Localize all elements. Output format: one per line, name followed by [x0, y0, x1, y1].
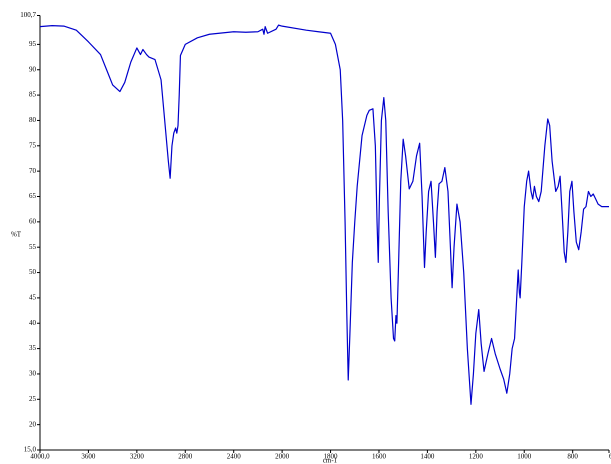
- y-tick-label: 35: [29, 344, 37, 352]
- x-tick-label: 2400: [227, 453, 242, 461]
- y-axis-label: %T: [11, 231, 22, 239]
- x-tick-label: 650: [609, 453, 611, 461]
- x-tick-label: 1000: [517, 453, 532, 461]
- x-tick-label: 2000: [275, 453, 290, 461]
- y-tick-label: 15,0: [24, 446, 37, 454]
- y-tick-label: 80: [29, 116, 37, 124]
- y-tick-label: 95: [29, 40, 37, 48]
- x-tick-label: 4000,0: [30, 453, 50, 461]
- x-tick-label: 2800: [178, 453, 193, 461]
- y-tick-label: 75: [29, 141, 37, 149]
- y-tick-label: 70: [29, 167, 37, 175]
- x-tick-label: 3200: [130, 453, 145, 461]
- y-tick-label: 20: [29, 420, 37, 428]
- y-tick-label: 65: [29, 192, 37, 200]
- y-tick-label: 25: [29, 395, 37, 403]
- y-tick-label: 45: [29, 294, 37, 302]
- y-tick-label: 40: [29, 319, 37, 327]
- x-tick-label: 1600: [372, 453, 387, 461]
- spectrum-line: [39, 24, 609, 405]
- y-tick-label: 60: [29, 217, 37, 225]
- y-tick-label: 30: [29, 370, 37, 378]
- x-axis-label: cm-1: [323, 457, 338, 464]
- x-tick-label: 1200: [469, 453, 484, 461]
- y-tick-label: 55: [29, 243, 37, 251]
- x-tick-label: 3600: [81, 453, 96, 461]
- y-tick-label: 90: [29, 65, 37, 73]
- y-tick-label: 50: [29, 268, 37, 276]
- y-tick-label: 85: [29, 91, 37, 99]
- x-tick-label: 800: [567, 453, 578, 461]
- x-tick-label: 1800: [324, 453, 339, 461]
- x-tick-label: 1400: [420, 453, 435, 461]
- y-tick-label: 100,7: [20, 11, 36, 19]
